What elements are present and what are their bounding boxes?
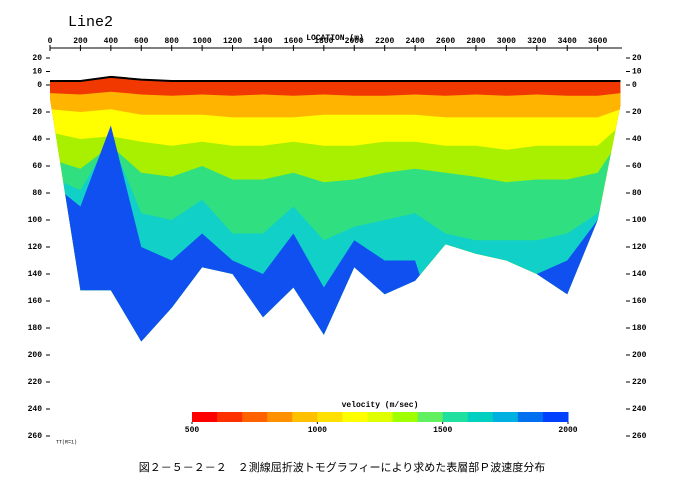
y-tick-label: 240 (632, 405, 647, 414)
y-tick-label: 100 (632, 216, 647, 225)
colorbar-swatch (217, 412, 243, 422)
velocity-layer (50, 125, 621, 342)
y-tick-label: 180 (28, 324, 43, 333)
colorbar-swatch (442, 412, 469, 422)
y-tick-label: 220 (632, 378, 647, 387)
x-tick-label: 3400 (558, 37, 577, 46)
y-tick-label: 220 (28, 378, 43, 387)
colorbar-swatch (292, 412, 318, 422)
y-tick-label: 20 (32, 54, 42, 63)
y-tick-label: 140 (28, 270, 43, 279)
footnote: TT(R=1) (56, 439, 77, 445)
x-axis-label: LOCATION (m) (306, 34, 364, 43)
x-tick-label: 2000 (345, 37, 364, 46)
x-tick-label: 1000 (193, 37, 212, 46)
y-tick-label: 40 (32, 135, 42, 144)
y-tick-label: 40 (632, 135, 642, 144)
x-tick-label: 800 (164, 37, 179, 46)
colorbar-tick-label: 1000 (308, 426, 327, 435)
y-tick-label: 20 (632, 54, 642, 63)
velocity-field (50, 76, 621, 342)
y-tick-label: 60 (32, 162, 42, 171)
colorbar-swatch (242, 412, 268, 422)
y-tick-label: 120 (28, 243, 43, 252)
y-tick-label: 160 (28, 297, 43, 306)
surface-line (50, 75, 621, 82)
y-tick-label: 60 (632, 162, 642, 171)
colorbar-swatch (467, 412, 494, 422)
colorbar-swatch (317, 412, 343, 422)
colorbar-tick-label: 2000 (558, 426, 577, 435)
x-tick-label: 600 (134, 37, 149, 46)
y-tick-label: 240 (28, 405, 43, 414)
x-tick-label: 1400 (253, 37, 272, 46)
colorbar-swatch (367, 412, 394, 422)
colorbar-swatch (517, 412, 544, 422)
colorbar-swatch (417, 412, 444, 422)
colorbar-label: velocity (m/sec) (342, 401, 419, 410)
y-tick-label: 160 (632, 297, 647, 306)
colorbar-swatch (492, 412, 519, 422)
x-tick-label: 400 (104, 37, 119, 46)
y-tick-label: 140 (632, 270, 647, 279)
x-tick-label: 2600 (436, 37, 455, 46)
x-tick-label: 1800 (314, 37, 333, 46)
colorbar-swatch (192, 412, 218, 422)
y-tick-label: 260 (632, 432, 647, 441)
x-tick-label: 0 (48, 37, 53, 46)
x-tick-label: 3200 (527, 37, 546, 46)
y-tick-label: 10 (632, 68, 642, 77)
y-tick-label: 0 (37, 81, 42, 90)
y-tick-label: 200 (632, 351, 647, 360)
x-tick-label: 3600 (588, 37, 607, 46)
colorbar-tick-label: 500 (185, 426, 200, 435)
colorbar-swatch (392, 412, 419, 422)
y-tick-label: 260 (28, 432, 43, 441)
y-tick-label: 10 (32, 68, 42, 77)
y-tick-label: 0 (632, 81, 637, 90)
caption: 図２－５－２－２ ２測線屈折波トモグラフィーにより求めた表層部Ｐ波速度分布 (139, 460, 546, 474)
y-tick-label: 200 (28, 351, 43, 360)
y-tick-label: 80 (632, 189, 642, 198)
x-tick-label: 2200 (375, 37, 394, 46)
x-tick-label: 2800 (466, 37, 485, 46)
y-tick-label: 100 (28, 216, 43, 225)
x-tick-label: 3000 (497, 37, 516, 46)
y-tick-label: 180 (632, 324, 647, 333)
x-tick-label: 1600 (284, 37, 303, 46)
x-tick-label: 200 (73, 37, 88, 46)
y-tick-label: 80 (32, 189, 42, 198)
colorbar-swatch (267, 412, 293, 422)
colorbar-swatch (342, 412, 368, 422)
y-tick-label: 20 (32, 108, 42, 117)
chart-title: Line2 (68, 14, 113, 31)
colorbar-swatch (542, 412, 569, 422)
colorbar-tick-label: 1500 (433, 426, 452, 435)
x-tick-label: 1200 (223, 37, 242, 46)
y-tick-label: 120 (632, 243, 647, 252)
y-tick-label: 20 (632, 108, 642, 117)
x-tick-label: 2400 (406, 37, 425, 46)
